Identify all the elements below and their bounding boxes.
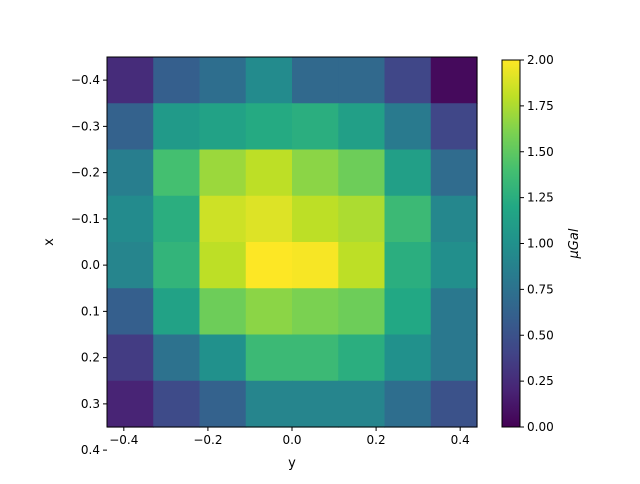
heatmap-cell [153,57,201,104]
colorbar-label: μGal [567,228,582,259]
y-tick-label: 0.1 [81,304,100,318]
x-tick-label: 0.2 [367,433,386,447]
x-axis-ticks: −0.4 −0.2 0.0 0.2 0.4 [109,427,470,447]
y-tick-label: −0.2 [71,166,100,180]
heatmap-cell [107,57,154,104]
heatmap-cell [107,242,154,289]
heatmap-cell [107,195,154,243]
colorbar-tick-label: 1.25 [527,191,554,205]
y-tick-label: 0.0 [81,258,100,272]
heatmap-cell [245,334,293,382]
x-axis-label: y [288,456,296,471]
colorbar-ticks: 0.00 0.25 0.50 0.75 1.00 1.25 1.50 1.75 2.00 [520,53,554,434]
colorbar [501,59,521,428]
y-tick-label: 0.4 [81,443,100,457]
heatmap-cell [292,149,339,197]
x-tick-label: −0.2 [193,433,222,447]
heatmap-cell [245,380,293,428]
heatmap-cell [384,334,432,382]
heatmap-cell [245,103,293,151]
heatmap-cell [338,195,386,243]
colorbar-tick-label: 1.00 [527,237,554,251]
heatmap-cells [107,57,478,428]
heatmap-cell [245,288,293,336]
heatmap-cell [384,380,432,428]
heatmap-cell [292,380,339,428]
heatmap-cell [430,380,478,428]
heatmap-cell [384,288,432,336]
heatmap-cell [430,195,478,243]
colorbar-tick-label: 0.00 [527,420,554,434]
heatmap-cell [338,334,386,382]
heatmap-cell [153,195,201,243]
colorbar-tick-label: 0.75 [527,282,554,296]
y-tick-label: −0.1 [71,212,100,226]
heatmap-cell [107,103,154,151]
heatmap-cell [199,149,247,197]
x-tick-label: 0.4 [451,433,470,447]
y-tick-label: 0.3 [81,397,100,411]
heatmap-cell [199,288,247,336]
heatmap-cell [107,288,154,336]
heatmap-cell [199,242,247,289]
heatmap-cell [430,288,478,336]
colorbar-tick-label: 0.50 [527,328,554,342]
heatmap-cell [245,57,293,104]
y-axis-ticks: −0.4 −0.3 −0.2 −0.1 0.0 0.1 0.2 0.3 0.4 [71,73,107,457]
y-tick-label: 0.2 [81,351,100,365]
heatmap-cell [338,149,386,197]
heatmap-cell [245,242,293,289]
heatmap-cell [199,103,247,151]
heatmap-cell [292,288,339,336]
heatmap-cell [292,103,339,151]
heatmap-cell [153,103,201,151]
heatmap-cell [292,57,339,104]
colorbar-tick-label: 1.75 [527,99,554,113]
x-tick-label: −0.4 [109,433,138,447]
heatmap-cell [338,242,386,289]
heatmap-cell [338,288,386,336]
heatmap-cell [107,380,154,428]
y-tick-label: −0.3 [71,119,100,133]
heatmap-cell [430,149,478,197]
heatmap-cell [338,103,386,151]
heatmap-cell [430,242,478,289]
heatmap-cell [430,57,478,104]
heatmap-cell [384,103,432,151]
heatmap-cell [153,149,201,197]
heatmap-cell [199,57,247,104]
y-axis-label: x [42,238,57,246]
x-tick-label: 0.0 [282,433,301,447]
heatmap-cell [384,149,432,197]
heatmap-cell [153,242,201,289]
heatmap-cell [338,57,386,104]
heatmap-cell [384,57,432,104]
heatmap-cell [245,195,293,243]
heatmap-cell [292,195,339,243]
colorbar-tick-label: 0.25 [527,374,554,388]
heatmap-cell [292,334,339,382]
heatmap-cell [153,288,201,336]
colorbar-tick-label: 2.00 [527,53,554,67]
colorbar-tick-label: 1.50 [527,145,554,159]
heatmap-cell [107,334,154,382]
heatmap-cell [199,334,247,382]
heatmap-cell [107,149,154,197]
heatmap-cell [199,380,247,428]
heatmap-cell [292,242,339,289]
y-tick-label: −0.4 [71,73,100,87]
heatmap-cell [384,242,432,289]
heatmap-cell [430,103,478,151]
heatmap-cell [153,380,201,428]
heatmap-cell [384,195,432,243]
heatmap-cell [245,149,293,197]
heatmap-cell [199,195,247,243]
heatmap-cell [430,334,478,382]
heatmap-cell [338,380,386,428]
heatmap-cell [153,334,201,382]
